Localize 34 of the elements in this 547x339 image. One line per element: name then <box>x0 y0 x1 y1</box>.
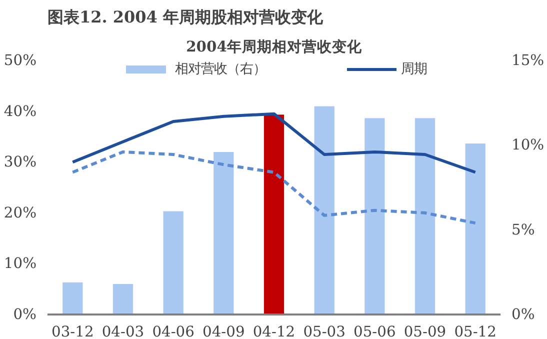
bar <box>414 118 436 314</box>
bar <box>465 143 486 314</box>
chart-title: 图表12. 2004 年周期股相对营收变化 <box>48 8 324 26</box>
y2-tick-label: 10% <box>512 136 544 154</box>
y2-tick-label: 0% <box>512 306 535 323</box>
legend-label: 相对营收（右） <box>175 60 266 78</box>
y-tick-label: 30% <box>4 154 37 171</box>
x-tick-label: 03-12 <box>52 324 94 339</box>
bar <box>112 284 134 314</box>
y-tick-label: 0% <box>13 306 37 323</box>
x-tick-label: 04-09 <box>202 324 245 339</box>
line-series <box>71 112 477 174</box>
bar <box>264 114 284 314</box>
x-tick-label: 05-06 <box>354 324 396 339</box>
bar <box>314 106 334 314</box>
x-tick-label: 04-12 <box>252 324 296 339</box>
y-tick-label: 50% <box>4 52 37 69</box>
x-tick-label: 05-09 <box>404 324 446 339</box>
legend-label: 周期 <box>401 61 427 78</box>
bar <box>214 152 234 314</box>
y2-tick-label: 5% <box>512 221 535 238</box>
line-series <box>71 150 477 225</box>
x-tick-label: 04-03 <box>102 324 144 339</box>
chart-subtitle: 2004年周期相对营收变化 <box>186 38 363 56</box>
x-tick-label: 05-12 <box>454 324 496 339</box>
bar <box>62 282 83 314</box>
y2-tick-label: 15% <box>512 52 544 69</box>
x-tick-label: 05-03 <box>303 324 346 339</box>
x-tick-label: 04-06 <box>152 324 194 339</box>
y-tick-label: 20% <box>4 204 37 222</box>
bar <box>364 118 385 314</box>
y-tick-label: 40% <box>4 102 37 120</box>
bar <box>163 211 184 314</box>
y-tick-label: 10% <box>4 255 37 272</box>
